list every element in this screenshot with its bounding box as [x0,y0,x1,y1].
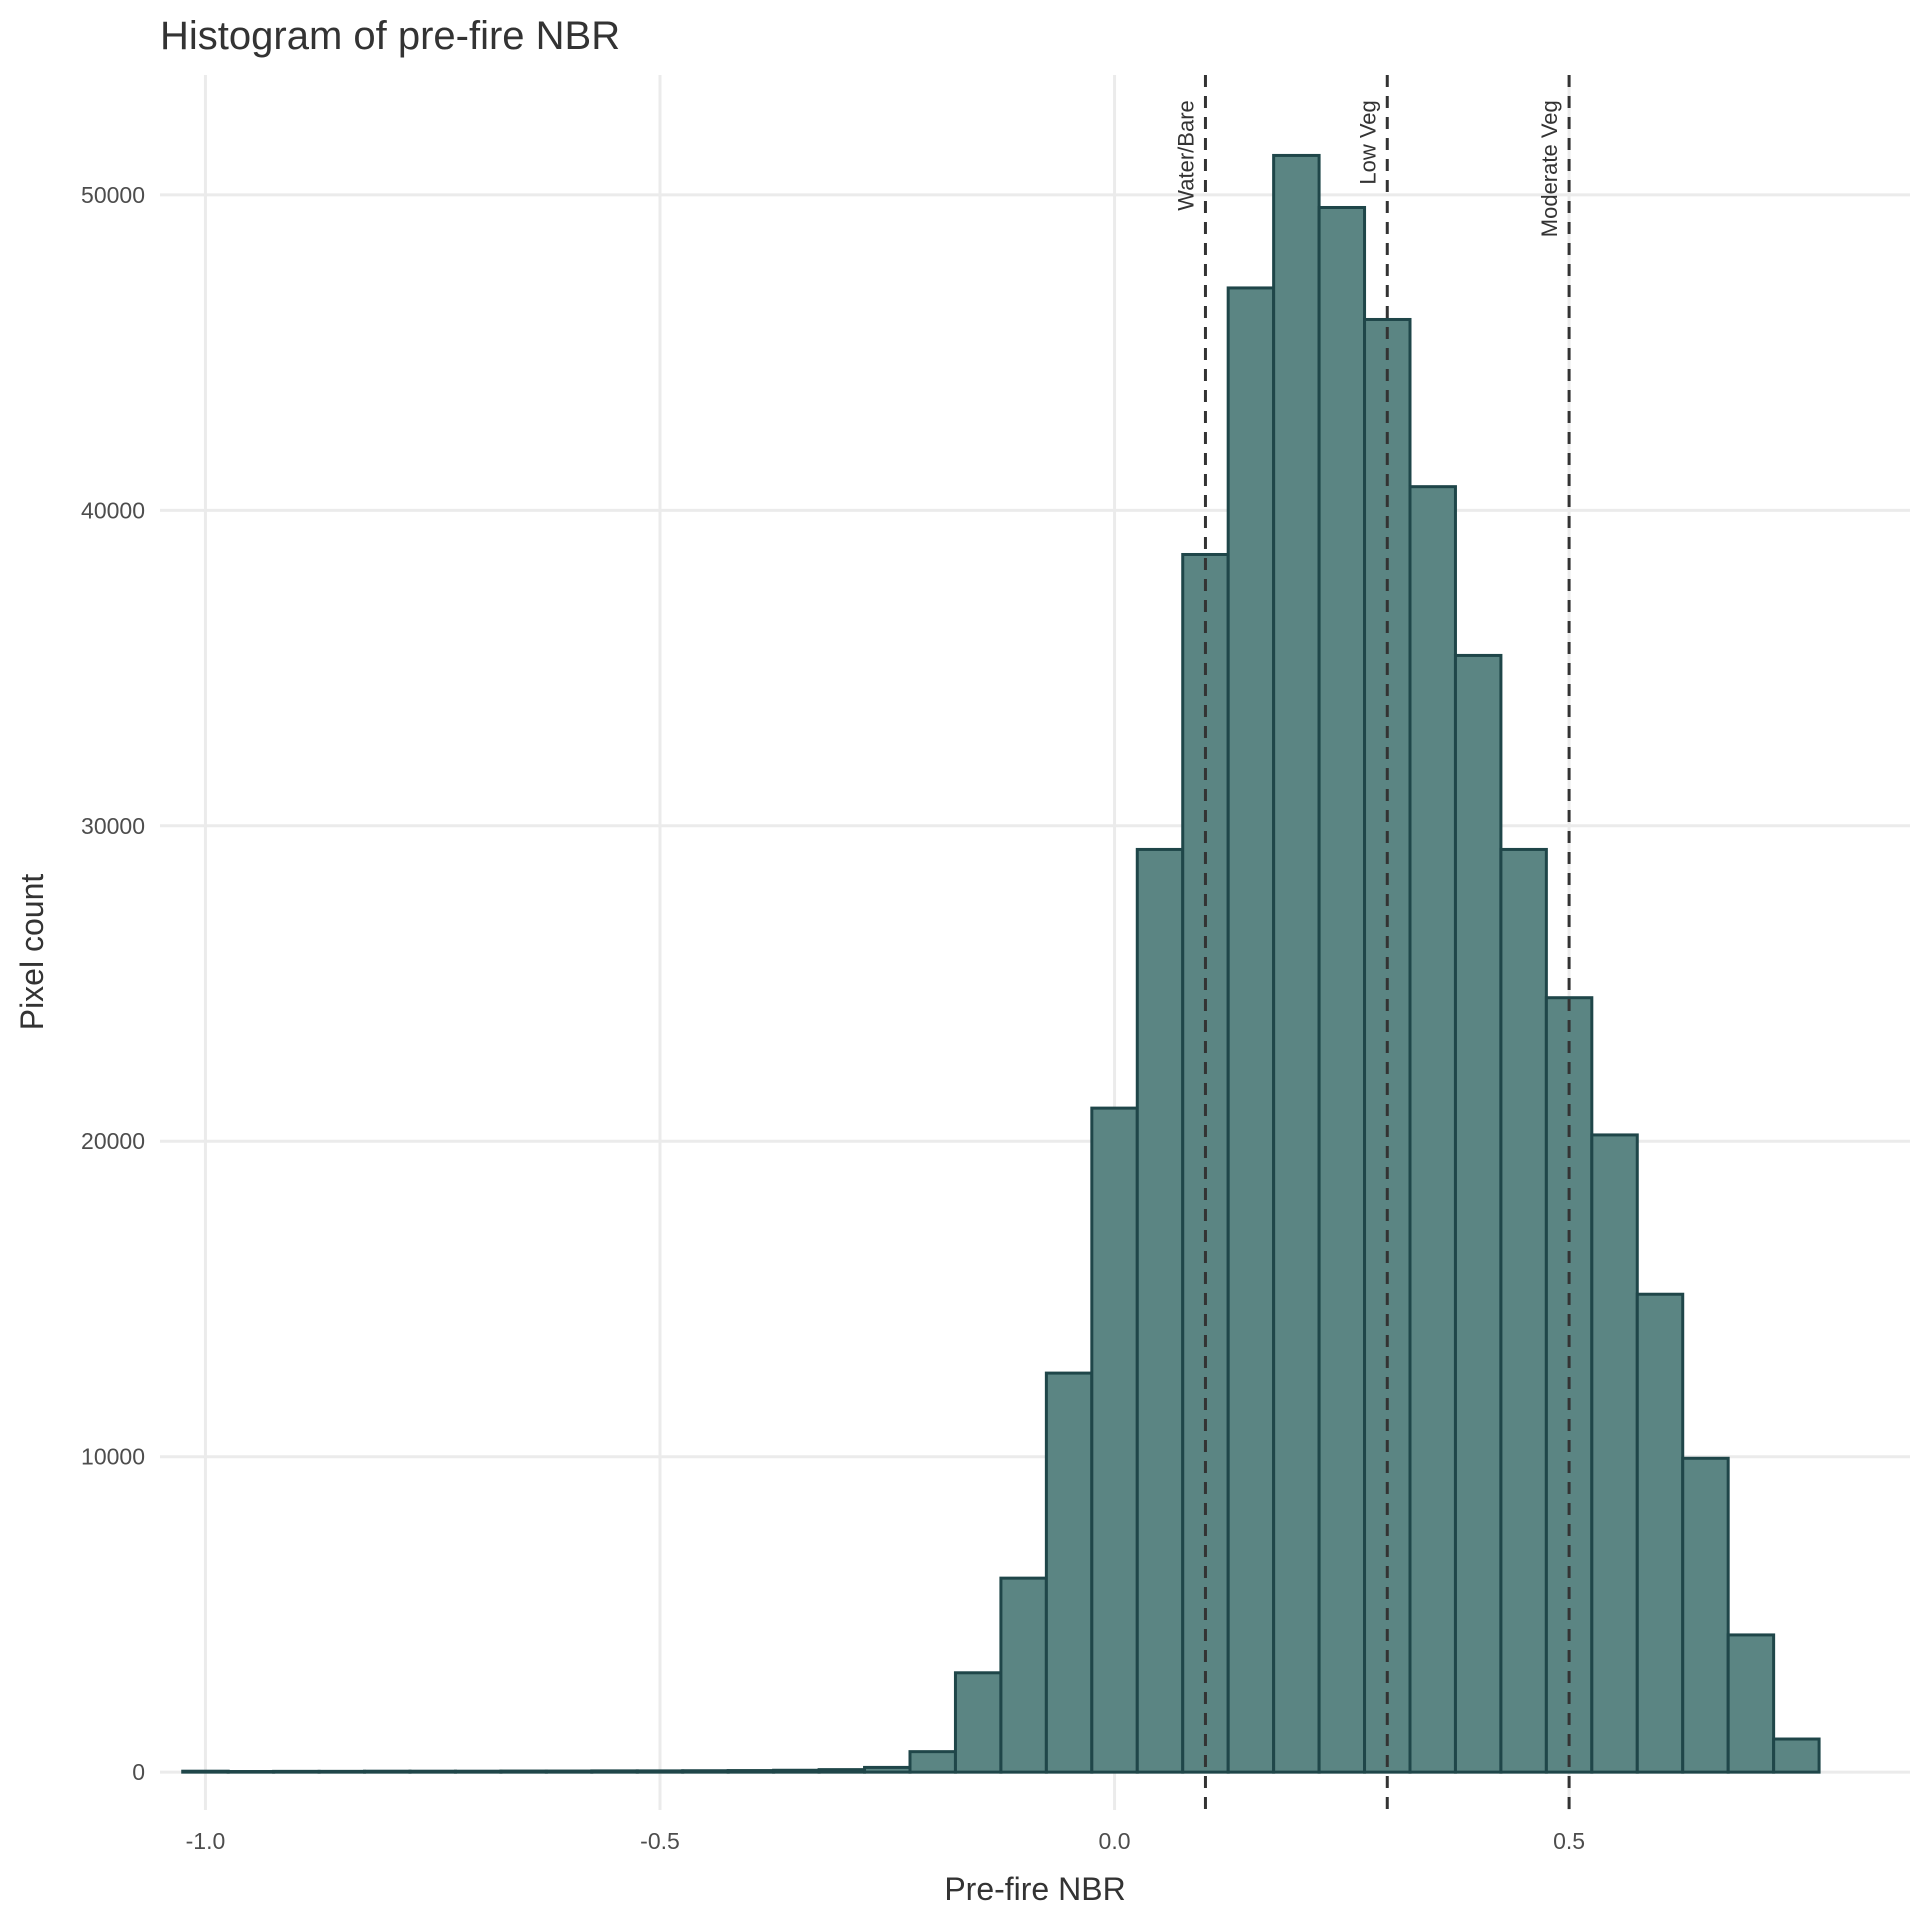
histogram-bar [1453,653,1503,1774]
histogram-bar [908,1750,957,1774]
x-tick-label: 0.0 [1099,1828,1131,1854]
y-axis-ticks: 0 10000 20000 30000 40000 50000 [81,182,145,1785]
reference-line-label: Low Veg [1355,100,1380,184]
y-tick-label: 40000 [81,497,145,523]
histogram-bar [726,1769,776,1774]
histogram-bar [590,1769,639,1774]
histogram-bar [317,1769,367,1774]
histogram-bars [181,153,1821,1774]
y-tick-label: 10000 [81,1444,145,1470]
histogram-bar [953,1671,1003,1774]
histogram-bar [1590,1133,1639,1774]
histogram-bar [999,1576,1048,1774]
histogram-bar [1726,1633,1776,1774]
y-tick-label: 20000 [81,1128,145,1154]
histogram-bar [817,1768,867,1774]
histogram-bar [635,1769,685,1774]
histogram-bar [1226,286,1276,1774]
reference-lines: Water/Bare Low Veg Moderate Veg [1173,75,1571,1810]
histogram-bar [681,1769,730,1774]
histogram-bar [772,1768,821,1774]
histogram-bar [363,1769,412,1774]
y-tick-label: 0 [132,1759,145,1785]
histogram-bar [544,1769,594,1774]
reference-line-label: Moderate Veg [1537,100,1562,237]
histogram-bar [272,1769,321,1774]
histogram-bar [408,1769,457,1774]
histogram-bar [1135,847,1185,1774]
y-tick-label: 30000 [81,813,145,839]
histogram-bar [1090,1106,1139,1774]
histogram-bar [1772,1737,1821,1774]
histogram-bar [181,1769,230,1774]
reference-line-label: Water/Bare [1173,100,1198,210]
histogram-bar [1499,847,1548,1774]
histogram-bar [226,1770,276,1774]
x-tick-label: -1.0 [186,1828,226,1854]
histogram-bar [499,1769,548,1774]
histogram-bar [453,1769,503,1774]
chart-title: Histogram of pre-fire NBR [160,14,620,58]
histogram-bar [1681,1456,1730,1774]
x-axis-title: Pre-fire NBR [944,1871,1125,1907]
histogram-bar [1408,485,1457,1774]
histogram-bar [1272,153,1321,1774]
histogram-bar [1317,205,1367,1774]
x-tick-label: 0.5 [1553,1828,1585,1854]
x-tick-label: -0.5 [640,1828,680,1854]
histogram-bar [863,1765,912,1774]
y-tick-label: 50000 [81,182,145,208]
histogram-bar [1635,1292,1685,1774]
x-axis-ticks: -1.0 -0.5 0.0 0.5 [186,1828,1585,1854]
histogram-bar [1044,1371,1094,1774]
y-axis-title: Pixel count [14,874,50,1031]
